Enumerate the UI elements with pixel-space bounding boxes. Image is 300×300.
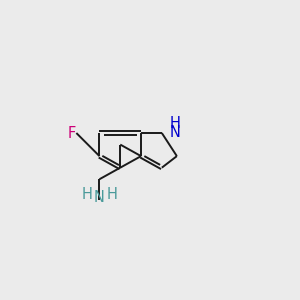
Text: H: H bbox=[170, 116, 181, 131]
Text: N: N bbox=[170, 125, 181, 140]
Text: H: H bbox=[81, 187, 92, 202]
Text: F: F bbox=[68, 125, 76, 140]
Text: H: H bbox=[107, 187, 118, 202]
Text: N: N bbox=[94, 190, 105, 205]
